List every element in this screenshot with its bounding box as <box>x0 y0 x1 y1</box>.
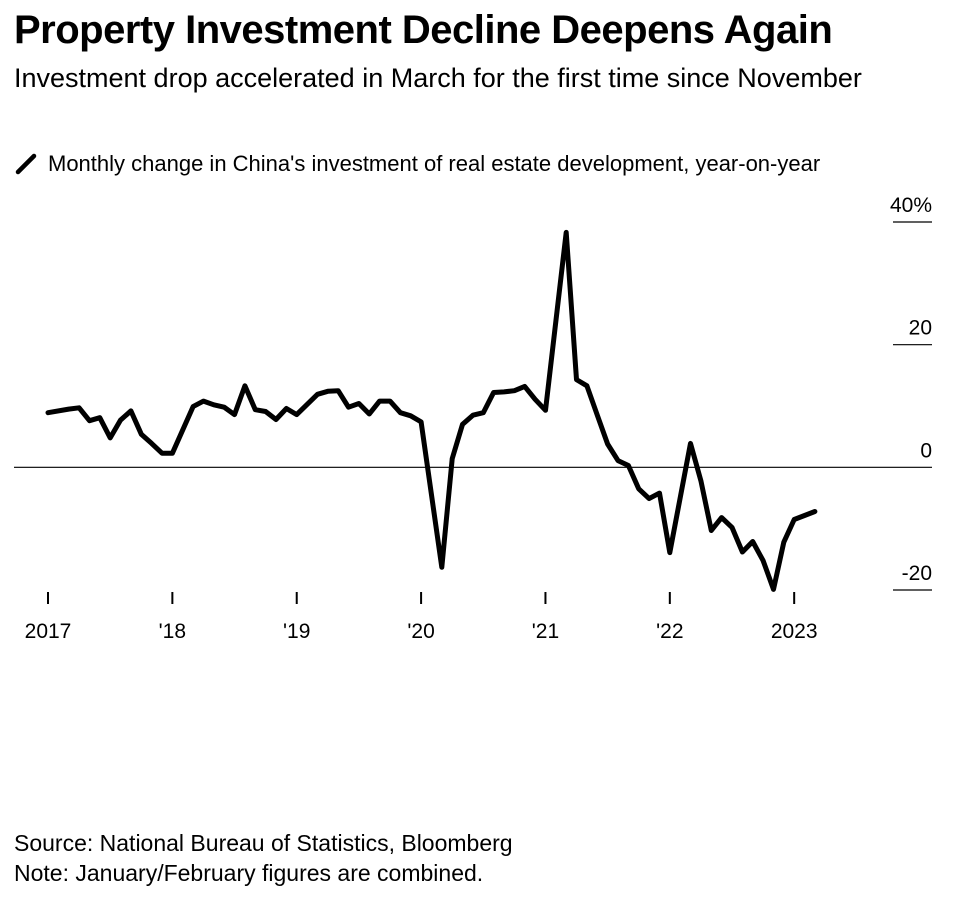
series-line <box>45 229 818 592</box>
y-axis: 40% 20 0 -20 <box>14 194 932 591</box>
y-tick-label: 0 <box>920 439 932 462</box>
x-tick-label: 2023 <box>771 620 818 643</box>
legend-line-icon <box>15 153 37 175</box>
note-text: Note: January/February figures are combi… <box>14 860 484 886</box>
x-tick-label: '19 <box>283 620 310 643</box>
x-tick-label: '20 <box>407 620 434 643</box>
line-chart: 40% 20 0 -20 2017 '18 '19 '20 '21 '22 2023 <box>14 194 932 643</box>
y-tick-label: 20 <box>909 317 932 340</box>
footer: Source: National Bureau of Statistics, B… <box>14 828 513 888</box>
x-tick-label: 2017 <box>25 620 72 643</box>
series-layer <box>45 229 818 592</box>
x-tick-label: '21 <box>532 620 559 643</box>
y-tick-label: 40% <box>890 194 932 217</box>
chart-subtitle: Investment drop accelerated in March for… <box>14 63 862 93</box>
legend: Monthly change in China's investment of … <box>14 150 820 178</box>
x-axis: 2017 '18 '19 '20 '21 '22 2023 <box>25 592 818 643</box>
y-tick-label: -20 <box>902 562 932 585</box>
chart-title: Property Investment Decline Deepens Agai… <box>14 8 833 52</box>
legend-label: Monthly change in China's investment of … <box>48 151 821 176</box>
source-text: Source: National Bureau of Statistics, B… <box>14 830 513 856</box>
x-tick-label: '22 <box>656 620 683 643</box>
x-tick-label: '18 <box>159 620 186 643</box>
